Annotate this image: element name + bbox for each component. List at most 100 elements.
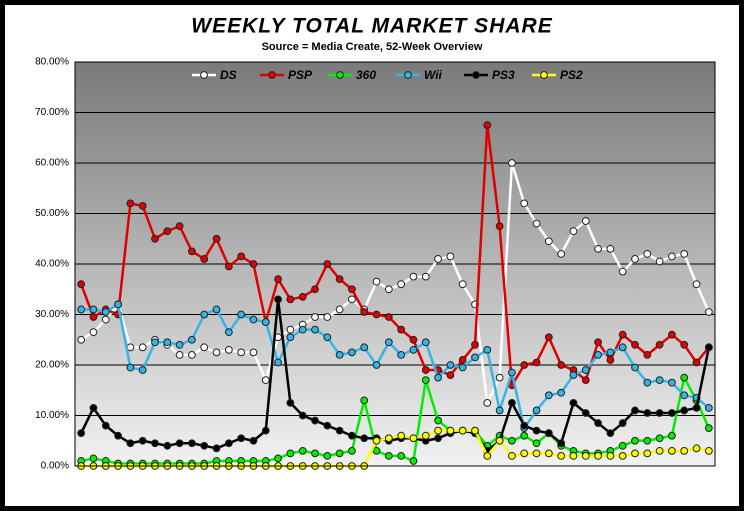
legend-label: 360: [356, 68, 376, 82]
point: [348, 348, 356, 357]
point: [581, 366, 590, 374]
point: [138, 366, 147, 374]
point: [188, 247, 196, 256]
point: [434, 426, 442, 435]
point: [384, 313, 393, 321]
point: [581, 452, 590, 460]
point: [298, 292, 307, 301]
point: [643, 449, 652, 458]
point: [631, 406, 639, 415]
point: [409, 345, 418, 354]
point: [200, 441, 209, 450]
point: [508, 368, 516, 377]
point: [409, 335, 418, 344]
point: [704, 343, 713, 352]
point: [680, 373, 689, 382]
y-tick-label: 70.00%: [35, 107, 69, 118]
point: [286, 398, 295, 407]
point: [101, 315, 110, 324]
point: [643, 436, 652, 445]
point: [397, 452, 406, 460]
point: [286, 325, 295, 334]
legend-marker: [268, 71, 276, 79]
y-tick-label: 30.00%: [35, 309, 69, 320]
point: [335, 351, 344, 359]
point: [323, 452, 332, 460]
legend-marker: [404, 71, 412, 79]
point: [237, 348, 246, 357]
point: [77, 335, 86, 344]
point: [323, 333, 332, 342]
point: [286, 449, 295, 458]
point: [200, 343, 209, 352]
point: [544, 391, 553, 400]
point: [594, 452, 602, 460]
legend-marker: [200, 71, 208, 79]
point: [495, 373, 504, 382]
point: [606, 348, 615, 357]
point: [471, 353, 479, 362]
point: [323, 421, 332, 430]
point: [384, 338, 393, 347]
point: [298, 325, 307, 334]
point: [188, 351, 196, 359]
point: [89, 305, 98, 314]
point: [458, 280, 467, 289]
point: [237, 310, 246, 319]
point: [397, 351, 406, 359]
point: [138, 343, 147, 352]
point: [89, 454, 98, 463]
point: [557, 452, 566, 460]
point: [212, 305, 221, 314]
point: [483, 121, 492, 130]
point: [311, 313, 319, 321]
point: [421, 338, 430, 347]
point: [618, 267, 627, 276]
point: [532, 439, 541, 448]
point: [89, 404, 98, 412]
point: [409, 457, 418, 465]
point: [114, 300, 122, 309]
point: [520, 421, 529, 430]
point: [274, 275, 282, 284]
point: [618, 452, 627, 460]
point: [249, 348, 258, 357]
point: [680, 406, 689, 415]
point: [397, 280, 406, 289]
y-tick-label: 20.00%: [35, 360, 69, 371]
point: [384, 434, 393, 443]
point: [520, 449, 529, 458]
point: [643, 409, 652, 417]
point: [581, 376, 590, 385]
point: [569, 452, 578, 460]
point: [532, 449, 541, 458]
y-tick-label: 60.00%: [35, 158, 69, 169]
point: [668, 446, 676, 455]
point: [458, 356, 467, 364]
point: [200, 255, 209, 263]
point: [360, 434, 369, 443]
legend-label: PS2: [560, 68, 583, 82]
point: [421, 431, 430, 440]
point: [335, 426, 344, 435]
point: [483, 345, 492, 354]
point: [348, 446, 356, 455]
point: [569, 398, 578, 407]
point: [175, 439, 184, 448]
point: [237, 252, 246, 261]
point: [261, 426, 270, 435]
point: [409, 272, 418, 281]
point: [249, 436, 258, 445]
point: [151, 338, 159, 347]
point: [581, 409, 590, 417]
point: [163, 441, 172, 450]
point: [704, 424, 713, 433]
point: [372, 310, 381, 319]
point: [655, 446, 664, 455]
point: [618, 441, 627, 450]
point: [114, 431, 122, 440]
point: [631, 363, 639, 372]
point: [335, 305, 344, 314]
